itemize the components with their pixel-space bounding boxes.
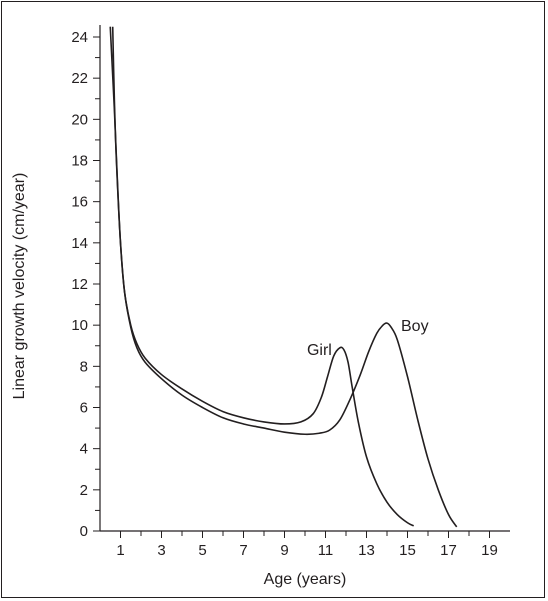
series-label-boy: Boy [401, 318, 429, 335]
series-label-girl: Girl [307, 342, 332, 359]
x-tick-label: 19 [481, 542, 498, 559]
y-tick-label: 18 [71, 153, 88, 170]
x-tick-label: 9 [280, 542, 288, 559]
y-tick-label: 10 [71, 317, 88, 334]
labels: Girl Boy [307, 318, 429, 359]
curves [109, 26, 458, 528]
x-axis-title: Age (years) [264, 571, 347, 588]
y-tick-label: 20 [71, 111, 88, 128]
y-tick-label: 22 [71, 70, 88, 87]
y-tick-label: 16 [71, 194, 88, 211]
x-tick-label: 7 [239, 542, 247, 559]
x-tick-label: 17 [440, 542, 457, 559]
x-tick-label: 3 [157, 542, 165, 559]
y-tick-label: 0 [80, 523, 88, 540]
x-tick-label: 15 [399, 542, 416, 559]
x-tick-label: 13 [358, 542, 375, 559]
y-tick-label: 24 [71, 29, 88, 46]
y-axis-title: Linear growth velocity (cm/year) [11, 173, 28, 400]
axes [99, 25, 510, 532]
x-tick-label: 11 [318, 542, 334, 559]
y-tick-label: 6 [80, 400, 88, 417]
series-line-girl [111, 26, 415, 527]
x-tick-label: 1 [116, 542, 124, 559]
y-tick-label: 8 [80, 358, 88, 375]
x-tick-label: 5 [198, 542, 206, 559]
series-line-boy [109, 26, 458, 528]
y-tick-label: 4 [80, 441, 88, 458]
y-tick-label: 14 [71, 235, 88, 252]
y-tick-label: 12 [71, 276, 88, 293]
y-tick-label: 2 [80, 482, 88, 499]
